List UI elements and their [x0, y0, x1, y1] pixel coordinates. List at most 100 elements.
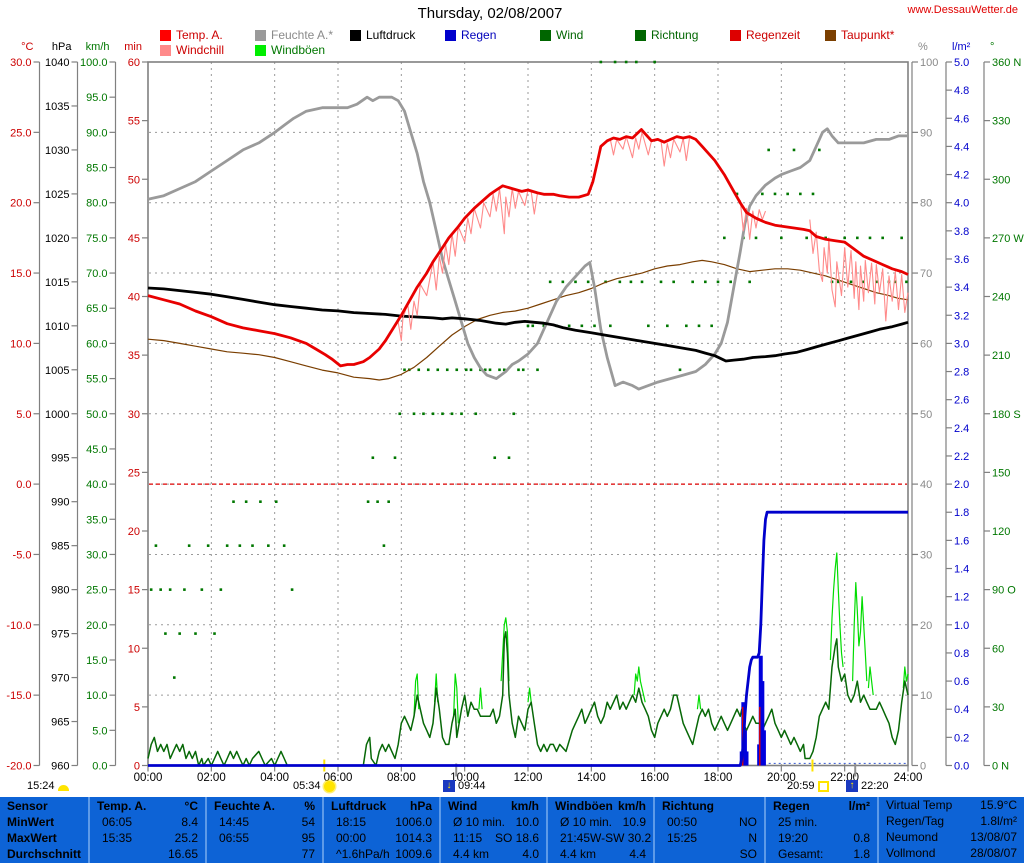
square-icon: [817, 780, 829, 792]
table-row: ^1.6hPa/h 1009.6: [324, 846, 439, 862]
axis-tick-label: 60: [128, 57, 140, 69]
table-row: 00:50 NO: [655, 814, 764, 830]
cell-label: ^1.6hPa/h: [336, 847, 390, 861]
legend-item-regen: Regen: [445, 28, 496, 42]
axis-tick-label: 5.0: [954, 57, 969, 69]
cell-label: Ø 10 min.: [453, 815, 506, 829]
axis-tick-label: 80: [920, 198, 932, 210]
axis-tick-label: 20: [128, 526, 140, 538]
axis-tick-label: 240: [992, 292, 1010, 304]
cell-value: N: [748, 831, 757, 845]
x-tick-label: 00:00: [134, 772, 163, 784]
axis-tick-label: 15: [128, 585, 140, 597]
x-tick-label: 12:00: [514, 772, 543, 784]
x-tick-label: 18:00: [704, 772, 733, 784]
axis-tick-label: 85.0: [86, 163, 107, 175]
cell-label: 00:00: [336, 831, 367, 845]
axis-tick-label: 3.8: [954, 226, 969, 238]
axis-tick-label: 30: [128, 409, 140, 421]
table-row: 25 min.: [766, 814, 877, 830]
moon-down-icon: ↓: [443, 780, 455, 792]
axis-tick-label: 1005: [45, 365, 69, 377]
table-row: MinWert: [0, 814, 88, 830]
axis-tick-label: 0.2: [954, 732, 969, 744]
cell-label: Virtual Temp: [886, 798, 953, 812]
cell-value: SO 18.6: [494, 831, 539, 845]
axis-tick-label: 5.0: [16, 409, 31, 421]
axis-tick-label: 50.0: [86, 409, 107, 421]
axis-tick-label: 970: [51, 673, 69, 685]
legend-label: Regen: [461, 28, 497, 42]
axis-tick-label: 4.4: [954, 141, 969, 153]
legend-swatch-icon: [160, 44, 171, 56]
axis-unit-label: km/h: [86, 41, 110, 53]
axis-tick-label: 2.8: [954, 367, 969, 379]
axis-tick-label: 90 O: [992, 585, 1016, 597]
axis-tick-label: 80.0: [86, 198, 107, 210]
marker-time: 22:20: [861, 780, 889, 792]
table-row: 77: [207, 846, 322, 862]
legend-swatch-icon: [255, 29, 266, 41]
axis-tick-label: 0.0: [92, 761, 107, 773]
legend-item-wind: Wind: [540, 28, 583, 42]
axis-tick-label: 20.0: [86, 620, 107, 632]
axis-tick-label: 985: [51, 541, 69, 553]
legend-item-feuchte-a-: Feuchte A.*: [255, 28, 333, 42]
table-row: Virtual Temp 15.9°C: [879, 797, 1024, 813]
col-unit: km/h: [510, 799, 539, 813]
axis-tick-label: 0.4: [954, 704, 969, 716]
axis-tick-label: 40: [128, 292, 140, 304]
axis-tick-label: 30: [992, 702, 1004, 714]
table-row: Regen/Tag 1.8l/m²: [879, 813, 1024, 829]
axis-tick-label: 2.2: [954, 451, 969, 463]
axis-tick-label: 3.4: [954, 282, 969, 294]
cell-value: NO: [739, 815, 757, 829]
legend-item-temp-a-: Temp. A.: [160, 28, 223, 42]
axis-tick-label: 3.6: [954, 254, 969, 266]
marker-time: 05:34: [293, 780, 321, 792]
axis-tick-label: -10.0: [6, 620, 31, 632]
axis-tick-label: 35.0: [86, 514, 107, 526]
axis-tick-label: 100.0: [80, 57, 108, 69]
col-unit: l/m²: [848, 799, 870, 813]
cell-label: MaxWert: [7, 831, 57, 845]
x-tick-label: 16:00: [640, 772, 669, 784]
legend-swatch-icon: [255, 44, 266, 56]
cell-label: [662, 846, 667, 862]
axis-tick-label: 1015: [45, 277, 69, 289]
table-row: 4.4 km 4.0: [441, 846, 546, 862]
axis-tick-label: 120: [992, 526, 1010, 538]
axis-tick-label: 2.6: [954, 395, 969, 407]
legend-swatch-icon: [540, 29, 551, 41]
legend-swatch-icon: [350, 29, 361, 41]
website-link[interactable]: www.DessauWetter.de: [907, 4, 1018, 16]
table-header-row: Feuchte A.%: [207, 797, 322, 814]
axis-unit-label: °C: [21, 41, 33, 53]
legend-label: Feuchte A.*: [271, 28, 334, 42]
axis-tick-label: 10.0: [86, 690, 107, 702]
axis-tick-label: 20.0: [10, 198, 31, 210]
series-richtung: [905, 280, 908, 284]
moonrise-marker: ↑ 22:20: [846, 779, 889, 793]
cell-value: 13/08/07: [970, 830, 1017, 844]
legend-item-windböen: Windböen: [255, 43, 325, 57]
legend-item-windchill: Windchill: [160, 43, 224, 57]
axis-tick-label: 30: [920, 549, 932, 561]
axis-tick-label: 1020: [45, 233, 69, 245]
axis-tick-label: 25.0: [86, 585, 107, 597]
table-row: 06:05 8.4: [90, 814, 205, 830]
table-row: SO: [655, 846, 764, 862]
table-row: 19:20 0.8: [766, 830, 877, 846]
table-row: Vollmond 28/08/07: [879, 845, 1024, 861]
axis-tick-label: 3.0: [954, 338, 969, 350]
legend-label: Luftdruck: [366, 28, 416, 42]
cell-value: 4.0: [522, 847, 539, 861]
table-row: 15:35 25.2: [90, 830, 205, 846]
cell-value: 28/08/07: [970, 846, 1017, 860]
axis-tick-label: 960: [51, 761, 69, 773]
axis-unit-label: l/m²: [952, 41, 971, 53]
cell-label: 06:55: [219, 831, 250, 845]
axis-tick-label: 980: [51, 585, 69, 597]
axis-tick-label: 5: [134, 702, 140, 714]
col-title: Windböen: [555, 799, 613, 813]
